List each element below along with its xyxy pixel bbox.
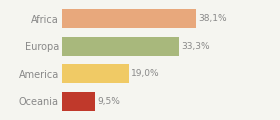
Bar xyxy=(62,9,196,28)
Text: 19,0%: 19,0% xyxy=(131,69,159,78)
Text: 38,1%: 38,1% xyxy=(198,14,227,23)
Text: 9,5%: 9,5% xyxy=(97,97,120,106)
Bar xyxy=(62,37,179,56)
Bar xyxy=(62,92,95,111)
Text: 33,3%: 33,3% xyxy=(181,42,210,51)
Bar xyxy=(62,64,129,83)
